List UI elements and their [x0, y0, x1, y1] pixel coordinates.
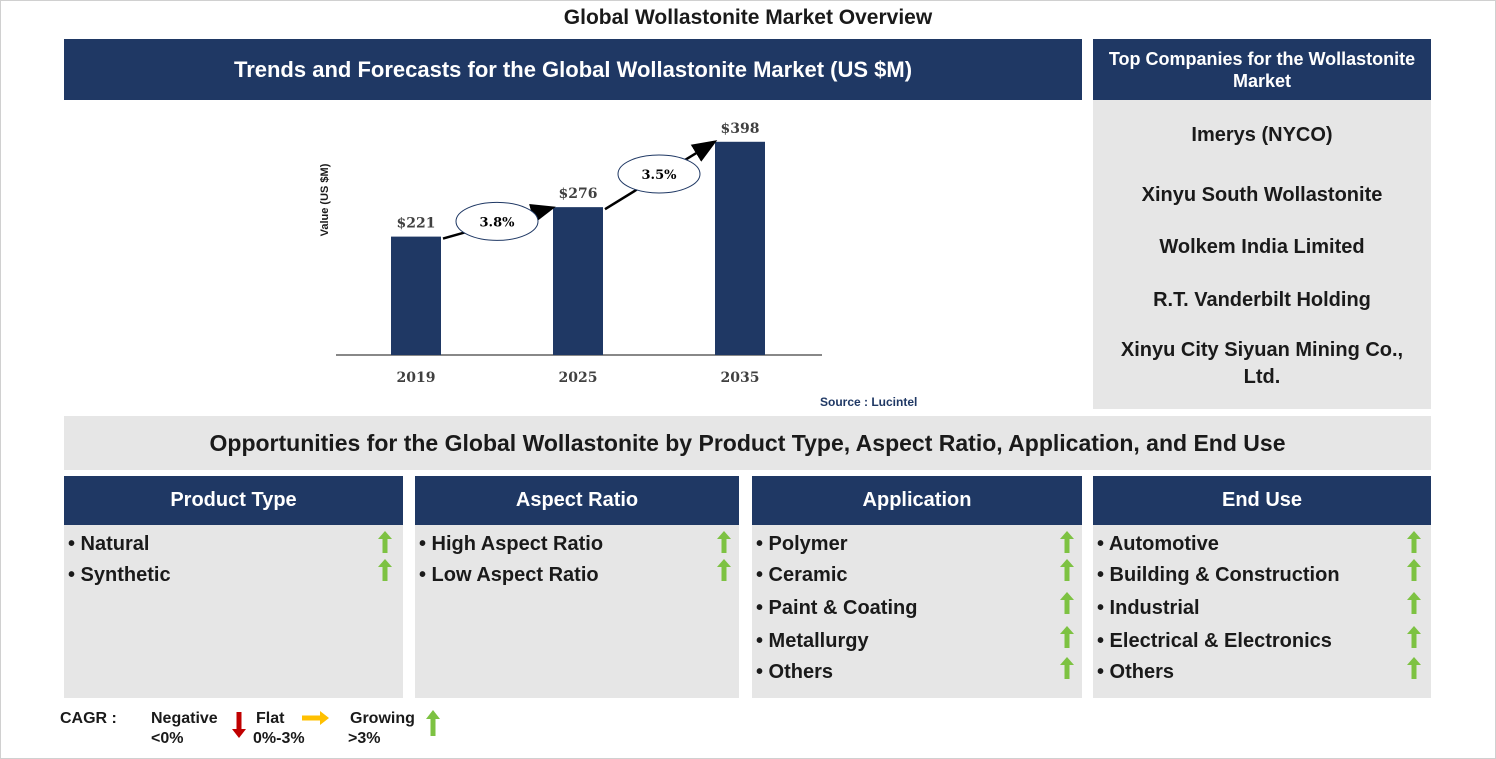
- growing-arrow-icon: [1060, 559, 1074, 581]
- cagr-label-2: 3.5%: [642, 168, 678, 183]
- cagr-bubble-1: [455, 201, 539, 241]
- growing-arrow-icon: [378, 531, 392, 553]
- company-item: Xinyu City Siyuan Mining Co., Ltd.: [1120, 339, 1404, 388]
- x-tick-2019: 2019: [397, 370, 436, 386]
- end-use-panel: • Automotive • Building & Construction •…: [1093, 525, 1431, 698]
- growing-arrow-icon: [1407, 626, 1421, 648]
- cagr-label-1: 3.8%: [480, 215, 516, 230]
- application-panel: • Polymer • Ceramic • Paint & Coating • …: [752, 525, 1082, 698]
- growing-arrow-icon: [1060, 626, 1074, 648]
- down-arrow-icon: [232, 712, 246, 738]
- company-item: Xinyu South Wollastonite: [1141, 184, 1383, 206]
- end-use-item: • Industrial: [1097, 597, 1200, 619]
- x-tick-2035: 2035: [721, 370, 760, 386]
- aspect-ratio-header: Aspect Ratio: [415, 476, 739, 525]
- bar-2019: [391, 236, 441, 355]
- product-type-item: • Synthetic: [68, 564, 171, 586]
- trend-panel-header: Trends and Forecasts for the Global Woll…: [64, 39, 1082, 100]
- application-item: • Paint & Coating: [756, 597, 918, 619]
- data-label-2025: $276: [559, 186, 598, 202]
- product-type-header: Product Type: [64, 476, 403, 525]
- growing-arrow-icon: [717, 531, 731, 553]
- legend-flat-range: 0%-3%: [253, 730, 305, 747]
- y-axis-label: Value (US $M): [319, 163, 331, 236]
- aspect-ratio-panel: • High Aspect Ratio • Low Aspect Ratio: [415, 525, 739, 698]
- end-use-header: End Use: [1093, 476, 1431, 525]
- growing-arrow-icon: [1060, 657, 1074, 679]
- cagr-bubble-2: [617, 154, 701, 194]
- product-type-panel: • Natural • Synthetic: [64, 525, 403, 698]
- up-arrow-icon: [426, 710, 440, 736]
- end-use-item: • Automotive: [1097, 533, 1219, 555]
- opportunities-title: Opportunities for the Global Wollastonit…: [64, 416, 1431, 470]
- end-use-item: • Building & Construction: [1097, 564, 1340, 586]
- bar-2025: [553, 207, 603, 355]
- application-item: • Metallurgy: [756, 630, 869, 652]
- data-label-2019: $221: [397, 216, 436, 232]
- legend-label: CAGR :: [60, 710, 117, 727]
- growing-arrow-icon: [717, 559, 731, 581]
- legend-negative-name: Negative: [151, 710, 218, 727]
- growing-arrow-icon: [1407, 559, 1421, 581]
- end-use-item: • Electrical & Electronics: [1097, 630, 1332, 652]
- company-item: Imerys (NYCO): [1191, 124, 1333, 146]
- growing-arrow-icon: [1407, 657, 1421, 679]
- growing-arrow-icon: [1407, 531, 1421, 553]
- data-label-2035: $398: [721, 121, 760, 137]
- bar-chart: Value (US $M) $221 2019 $276 2025 $398 2035 3…: [319, 121, 822, 386]
- companies-header: Top Companies for the Wollastonite Marke…: [1093, 39, 1431, 100]
- company-item: Wolkem India Limited: [1159, 236, 1365, 258]
- legend-growing-range: >3%: [348, 730, 381, 747]
- companies-list: Imerys (NYCO) Xinyu South Wollastonite W…: [1093, 100, 1431, 409]
- right-arrow-icon: [302, 711, 329, 725]
- growing-arrow-icon: [1060, 531, 1074, 553]
- legend-growing-name: Growing: [350, 710, 415, 727]
- aspect-ratio-item: • High Aspect Ratio: [419, 533, 604, 555]
- growing-arrow-icon: [378, 559, 392, 581]
- end-use-item: • Others: [1097, 661, 1175, 683]
- bar-2035: [715, 141, 765, 355]
- product-type-item: • Natural: [68, 533, 150, 555]
- application-header: Application: [752, 476, 1082, 525]
- application-item: • Polymer: [756, 533, 848, 555]
- aspect-ratio-item: • Low Aspect Ratio: [419, 564, 599, 586]
- growing-arrow-icon: [1407, 592, 1421, 614]
- legend-flat-name: Flat: [256, 710, 285, 727]
- legend-negative-range: <0%: [151, 730, 184, 747]
- application-item: • Others: [756, 661, 834, 683]
- company-item: R.T. Vanderbilt Holding: [1153, 289, 1371, 311]
- page-title: Global Wollastonite Market Overview: [563, 6, 933, 29]
- x-tick-2025: 2025: [559, 370, 598, 386]
- growing-arrow-icon: [1060, 592, 1074, 614]
- source-note: Source : Lucintel: [820, 395, 918, 409]
- application-item: • Ceramic: [756, 564, 848, 586]
